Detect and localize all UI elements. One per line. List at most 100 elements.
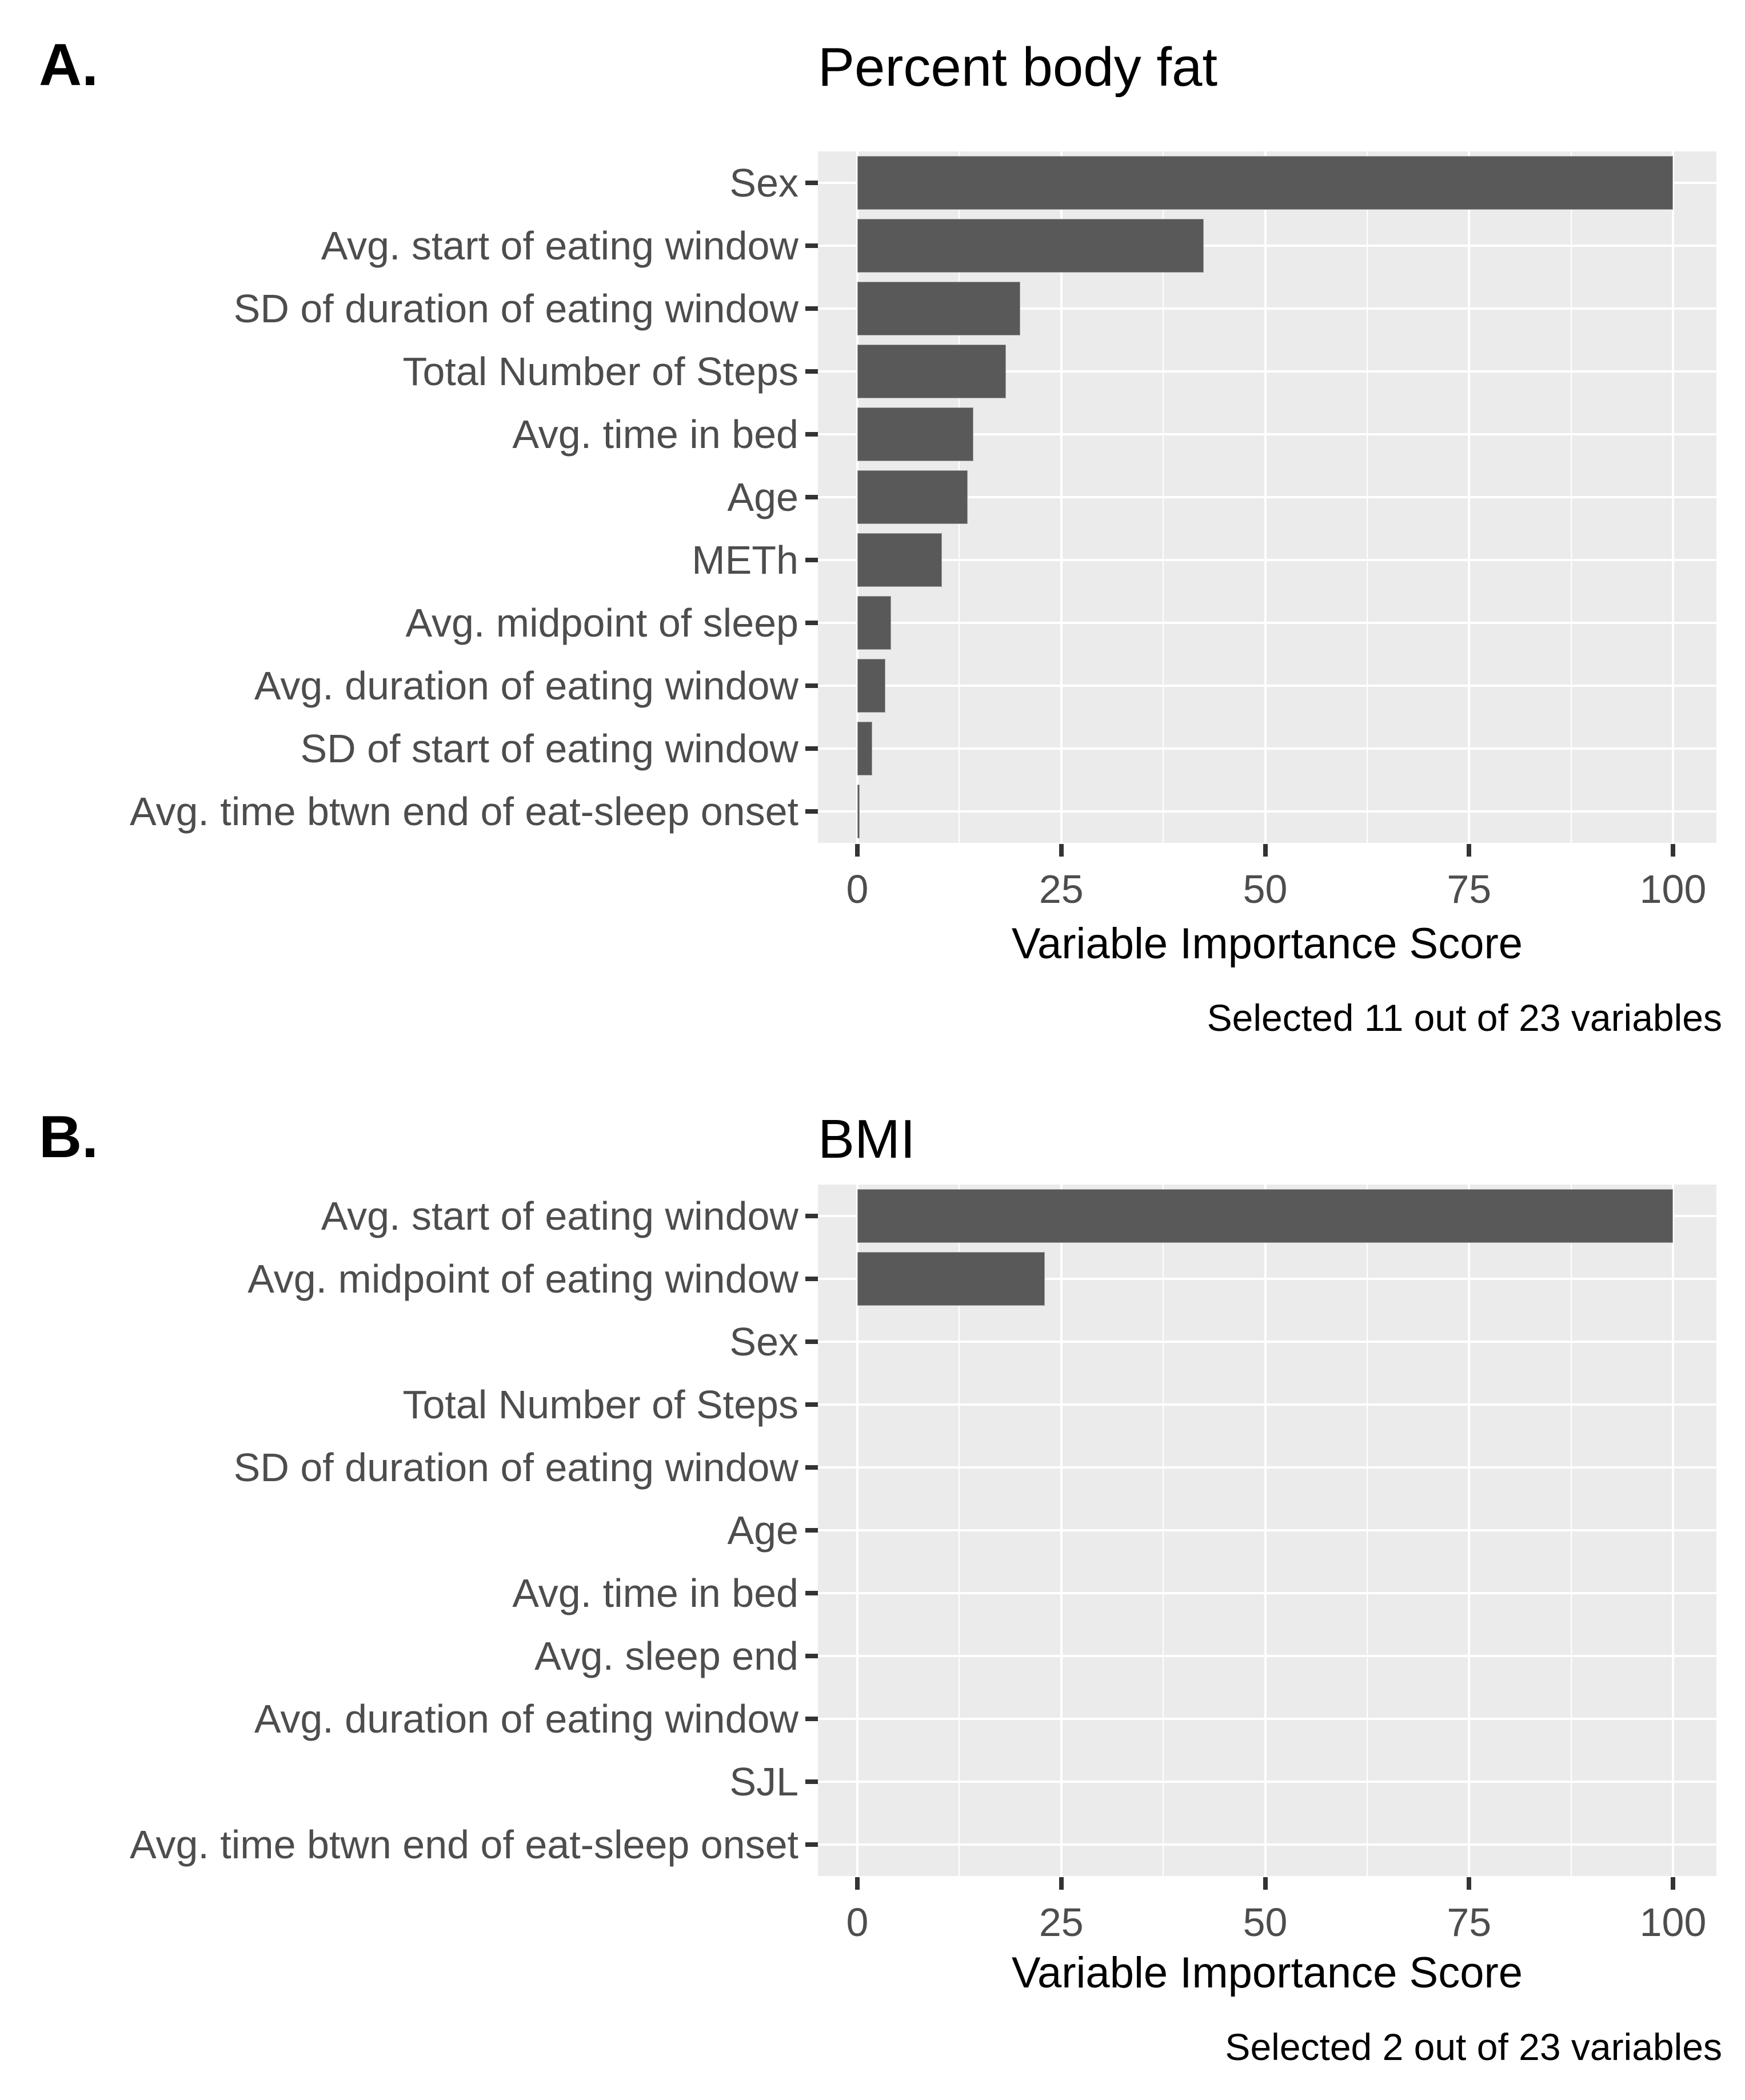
panel-a-x-axis-title: Variable Importance Score (1011, 919, 1523, 968)
panel-b-title: BMI (818, 1109, 916, 1170)
y-axis-tick (805, 1591, 818, 1595)
category-label: Age (727, 1508, 798, 1553)
x-axis-tick-label: 0 (846, 1900, 869, 1945)
importance-bar (857, 407, 973, 461)
category-gridline (818, 1466, 1716, 1469)
importance-bar (857, 722, 872, 775)
category-label: Total Number of Steps (402, 349, 798, 394)
category-gridline (818, 370, 1716, 373)
panel-a-label: A. (39, 32, 98, 98)
x-axis-tick-label: 0 (846, 867, 869, 911)
x-axis-tick-label: 75 (1447, 867, 1492, 911)
x-axis-tick (1671, 844, 1675, 857)
category-gridline (818, 245, 1716, 247)
importance-bar (857, 156, 1673, 210)
importance-bar (857, 1252, 1045, 1306)
x-axis-tick-label: 100 (1639, 1900, 1707, 1945)
category-gridline (818, 433, 1716, 435)
y-axis-tick (805, 432, 818, 437)
panel-a-caption: Selected 11 out of 23 variables (1207, 997, 1722, 1039)
category-label: Avg. midpoint of sleep (405, 601, 798, 645)
category-label: Avg. midpoint of eating window (247, 1257, 798, 1301)
category-label: Avg. duration of eating window (254, 1697, 798, 1741)
category-label: SJL (729, 1759, 798, 1804)
category-label: Total Number of Steps (402, 1382, 798, 1427)
x-axis-tick (1467, 1877, 1472, 1890)
category-gridline (818, 307, 1716, 310)
category-label: Sex (729, 161, 798, 205)
y-axis-tick (805, 1779, 818, 1784)
importance-bar (857, 1189, 1673, 1243)
x-axis-tick (1059, 844, 1064, 857)
y-axis-tick (805, 243, 818, 248)
category-gridline (818, 1529, 1716, 1531)
y-axis-tick (805, 746, 818, 751)
importance-bar (857, 470, 968, 524)
category-label: Avg. time in bed (512, 412, 798, 457)
y-axis-tick (805, 181, 818, 185)
importance-bar (857, 219, 1204, 273)
panel-b-label: B. (39, 1104, 98, 1170)
importance-bar (857, 282, 1021, 335)
x-axis-tick-label: 50 (1243, 867, 1288, 911)
y-axis-tick (805, 1842, 818, 1847)
category-label: Avg. duration of eating window (254, 663, 798, 708)
y-axis-tick (805, 1528, 818, 1533)
y-axis-tick (805, 621, 818, 625)
category-gridline (818, 685, 1716, 687)
category-gridline (818, 1843, 1716, 1846)
category-gridline (818, 1403, 1716, 1406)
importance-bar (857, 785, 860, 838)
x-axis-tick (855, 844, 860, 857)
category-label: SD of duration of eating window (233, 1445, 798, 1490)
category-gridline (818, 496, 1716, 498)
category-gridline (818, 559, 1716, 561)
y-axis-tick (805, 1465, 818, 1470)
y-axis-tick (805, 1277, 818, 1281)
category-gridline (818, 1592, 1716, 1594)
panel-b-caption: Selected 2 out of 23 variables (1225, 2026, 1722, 2068)
category-gridline (818, 1655, 1716, 1657)
y-axis-tick (805, 558, 818, 562)
y-axis-tick (805, 1654, 818, 1658)
x-axis-tick (1263, 844, 1268, 857)
panel-b-x-axis-title: Variable Importance Score (1011, 1949, 1523, 1997)
category-label: Avg. time in bed (512, 1571, 798, 1615)
importance-bar (857, 345, 1006, 398)
category-label: Avg. sleep end (534, 1634, 798, 1678)
category-label: Avg. start of eating window (321, 223, 798, 268)
x-axis-tick-label: 25 (1039, 867, 1084, 911)
category-label: Age (727, 475, 798, 519)
category-label: Avg. time btwn end of eat-sleep onset (130, 1822, 798, 1867)
y-axis-tick (805, 809, 818, 814)
category-label: Avg. time btwn end of eat-sleep onset (130, 789, 798, 834)
x-axis-tick (1671, 1877, 1675, 1890)
category-label: METh (692, 538, 798, 582)
y-axis-tick (805, 1214, 818, 1218)
importance-bar (857, 659, 885, 713)
y-axis-tick (805, 1717, 818, 1721)
category-gridline (818, 810, 1716, 813)
x-axis-tick (1263, 1877, 1268, 1890)
importance-bar (857, 596, 891, 650)
category-label: Avg. start of eating window (321, 1194, 798, 1238)
importance-bar (857, 533, 943, 587)
panel-a-title: Percent body fat (818, 37, 1218, 98)
x-axis-tick (855, 1877, 860, 1890)
category-label: Sex (729, 1319, 798, 1364)
y-axis-tick (805, 683, 818, 688)
category-label: SD of start of eating window (300, 726, 798, 771)
category-label: SD of duration of eating window (233, 286, 798, 331)
x-axis-tick (1467, 844, 1472, 857)
x-axis-tick (1059, 1877, 1064, 1890)
y-axis-tick (805, 1402, 818, 1407)
y-axis-tick (805, 495, 818, 499)
y-axis-tick (805, 369, 818, 374)
category-gridline (818, 1341, 1716, 1343)
x-axis-tick-label: 50 (1243, 1900, 1288, 1945)
x-axis-tick-label: 25 (1039, 1900, 1084, 1945)
category-gridline (818, 622, 1716, 624)
category-gridline (818, 1278, 1716, 1280)
x-axis-tick-label: 75 (1447, 1900, 1492, 1945)
category-gridline (818, 1718, 1716, 1720)
